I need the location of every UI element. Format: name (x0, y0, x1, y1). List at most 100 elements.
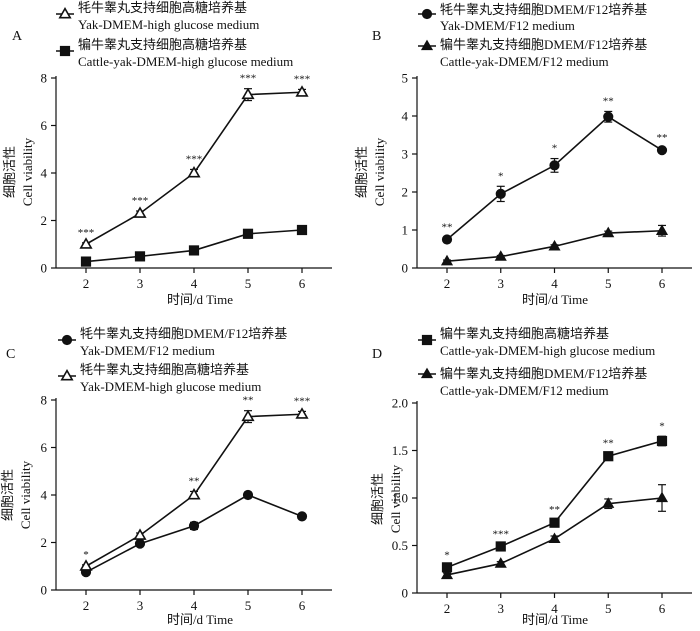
panel-a-series-1-point (79, 237, 93, 249)
panel-b-legend: 牦牛睾丸支持细胞DMEM/F12培养基 Yak-DMEM/F12 medium … (440, 2, 647, 69)
panel-d-significance-label: ** (603, 437, 614, 449)
panel-d-significance-label: ** (549, 504, 560, 516)
panel-c-legend-2-swatch (58, 368, 76, 381)
panel-a-legend: 牦牛睾丸支持细胞高糖培养基 Yak-DMEM-high glucose medi… (78, 0, 293, 69)
panel-b-xtick-label: 2 (444, 276, 451, 291)
panel-d-significance-label: *** (493, 529, 510, 541)
panel-b-significance-label: ** (657, 132, 668, 144)
panel-b-series-1-point (495, 188, 506, 199)
panel-c-legend-2-cn: 牦牛睾丸支持细胞高糖培养基 (80, 362, 249, 377)
panel-d-label: D (372, 347, 382, 362)
panel-c-xtick-label: 3 (137, 598, 144, 613)
panel-b-xtick-label: 5 (605, 276, 612, 291)
panel-c-series-1-line (85, 494, 303, 573)
panel-b-legend-2-en: Cattle-yak-DMEM/F12 medium (440, 54, 609, 69)
panel-a-legend-1-marker (58, 6, 72, 19)
panel-d-xtick-label: 2 (444, 601, 451, 616)
panel-c-series-2-point (295, 407, 309, 419)
panel-a-significance-label: *** (78, 227, 95, 239)
panel-a-xtick-label: 3 (137, 276, 144, 291)
panel-b-series-2-point (440, 254, 454, 266)
panel-c-label: C (6, 347, 15, 362)
panel-a-series-2-point (242, 228, 254, 239)
panel-b-legend-1-cn: 牦牛睾丸支持细胞DMEM/F12培养基 (440, 2, 647, 17)
panel-a-xtick-label: 6 (299, 276, 306, 291)
panel-a-significance-label: *** (132, 195, 149, 207)
panel-c-legend-1-swatch (58, 334, 76, 346)
panel-c-xlabel: 时间/d Time (167, 612, 233, 627)
panel-a-ylabel-en: Cell viability (20, 137, 35, 206)
panel-c-ytick-label: 0 (41, 583, 48, 598)
panel-d-legend-1-marker (421, 334, 433, 346)
panel-d-legend-2-swatch (418, 367, 436, 379)
panel-d-significance-label: * (659, 420, 665, 432)
panel-d-ytick-label: 1.0 (392, 491, 408, 506)
panel-d-ytick-label: 0.5 (392, 538, 408, 553)
panel-a-series-2-point (296, 224, 308, 236)
panel-a-ytick-label: 8 (41, 71, 48, 86)
panel-c-legend-1-marker (61, 334, 73, 346)
panel-a-ytick-label: 0 (41, 261, 48, 276)
panel-d-ytick-label: 1.5 (392, 443, 408, 458)
panel-b-ytick-label: 4 (402, 109, 409, 124)
panel-b-legend-1-en: Yak-DMEM/F12 medium (440, 18, 575, 33)
panel-d-series-2-point (494, 557, 507, 568)
panel-d-ytick-label: 2.0 (392, 396, 408, 411)
panel-b-series-2-point (655, 224, 669, 235)
panel-b-series-1-point (441, 234, 453, 245)
panel-b-xlabel: 时间/d Time (522, 292, 588, 307)
panel-a-xlabel: 时间/d Time (167, 292, 233, 307)
panel-d-series-1-point (603, 451, 614, 462)
panel-c-legend-2-marker (60, 368, 74, 381)
panel-c-legend-1-en: Yak-DMEM/F12 medium (80, 343, 215, 358)
panel-a-significance-label: *** (186, 153, 203, 165)
panel-c-significance-label: ** (243, 395, 254, 407)
panel-c-series-1-point (188, 520, 200, 531)
panel-c-xtick-label: 2 (83, 598, 90, 613)
panel-b-legend-1-marker (421, 8, 433, 20)
panel-c-xtick-label: 6 (299, 598, 306, 613)
panel-d-legend-1-cn: 犏牛睾丸支持细胞高糖培养基 (440, 326, 609, 341)
panel-a-ylabel-cn: 细胞活性 (2, 146, 17, 198)
panel-d-series-2-point (602, 497, 615, 508)
panel-d-series-1-point (495, 541, 506, 552)
panel-c-series-2-point (241, 409, 255, 422)
panel-c-series-1-point (296, 511, 308, 522)
panel-a-legend-2-en: Cattle-yak-DMEM-high glucose medium (78, 54, 293, 69)
panel-c: C 牦牛睾丸支持细胞DMEM/F12培养基 Yak-DMEM/F12 mediu… (0, 326, 332, 627)
panel-a-ytick-label: 6 (41, 118, 48, 133)
panel-b-series-2-point (602, 226, 615, 238)
panel-b-ytick-label: 5 (402, 71, 409, 86)
panel-b-significance-label: ** (603, 95, 614, 107)
panel-a: A 牦牛睾丸支持细胞高糖培养基 Yak-DMEM-high glucose me… (2, 0, 332, 307)
panel-b-series-2-point (494, 250, 507, 261)
panel-d-series-2-point (548, 532, 561, 544)
panel-c-series-1-point (242, 489, 254, 501)
panel-d-series-2-point (655, 491, 669, 503)
panel-a-significance-label: *** (240, 73, 257, 85)
panel-c-ytick-label: 8 (41, 393, 48, 408)
panel-b-xtick-label: 6 (659, 276, 666, 291)
panel-c-legend-2-en: Yak-DMEM-high glucose medium (80, 379, 261, 394)
panel-b: B 牦牛睾丸支持细胞DMEM/F12培养基 Yak-DMEM/F12 mediu… (354, 2, 692, 307)
panel-b-label: B (372, 29, 381, 44)
panel-a-xtick-label: 2 (83, 276, 90, 291)
panel-b-significance-label: * (498, 170, 504, 182)
panel-a-significance-label: *** (294, 73, 311, 85)
panel-c-xtick-label: 5 (245, 598, 252, 613)
panel-c-significance-label: * (83, 549, 89, 561)
panel-a-legend-1-swatch (56, 6, 74, 19)
panel-b-legend-2-swatch (418, 39, 436, 51)
panel-d-series-1-point (549, 517, 560, 528)
panel-b-ylabel-cn: 细胞活性 (354, 146, 369, 198)
panel-c-xtick-label: 4 (191, 598, 198, 613)
panel-b-xtick-label: 4 (551, 276, 558, 291)
panel-d-xtick-label: 5 (605, 601, 612, 616)
panel-d-xlabel: 时间/d Time (522, 612, 588, 627)
panel-c-series-2-point (187, 487, 201, 500)
panel-c-significance-label: *** (294, 395, 311, 407)
panel-d-ylabel-en: Cell viability (388, 464, 403, 533)
panel-b-series-1-point (656, 145, 668, 156)
panel-c-series-1-point (134, 538, 146, 549)
panel-d-legend-1-swatch (418, 334, 436, 346)
